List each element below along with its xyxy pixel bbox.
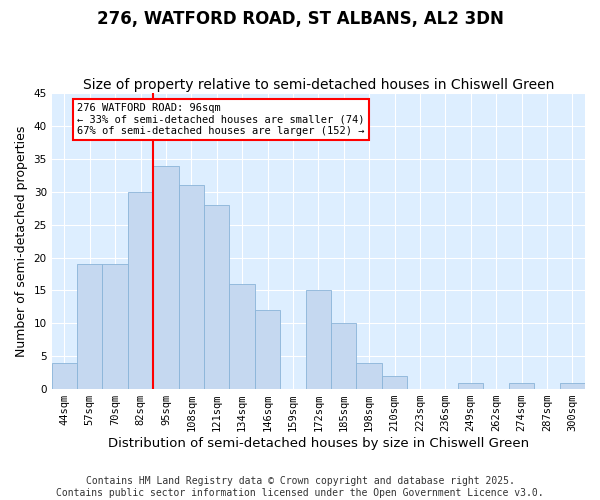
Text: 276, WATFORD ROAD, ST ALBANS, AL2 3DN: 276, WATFORD ROAD, ST ALBANS, AL2 3DN (97, 10, 503, 28)
Bar (204, 205, 229, 389)
Bar (179, 185, 204, 389)
Bar (509, 382, 534, 389)
Bar (560, 382, 585, 389)
Bar (153, 166, 179, 389)
Text: 276 WATFORD ROAD: 96sqm
← 33% of semi-detached houses are smaller (74)
67% of se: 276 WATFORD ROAD: 96sqm ← 33% of semi-de… (77, 103, 365, 136)
Text: Contains HM Land Registry data © Crown copyright and database right 2025.
Contai: Contains HM Land Registry data © Crown c… (56, 476, 544, 498)
X-axis label: Distribution of semi-detached houses by size in Chiswell Green: Distribution of semi-detached houses by … (108, 437, 529, 450)
Bar (305, 290, 331, 389)
Bar (103, 264, 128, 389)
Title: Size of property relative to semi-detached houses in Chiswell Green: Size of property relative to semi-detach… (83, 78, 554, 92)
Bar (128, 192, 153, 389)
Bar (356, 363, 382, 389)
Bar (255, 310, 280, 389)
Bar (331, 324, 356, 389)
Bar (229, 284, 255, 389)
Bar (52, 363, 77, 389)
Bar (458, 382, 484, 389)
Y-axis label: Number of semi-detached properties: Number of semi-detached properties (15, 126, 28, 357)
Bar (77, 264, 103, 389)
Bar (382, 376, 407, 389)
